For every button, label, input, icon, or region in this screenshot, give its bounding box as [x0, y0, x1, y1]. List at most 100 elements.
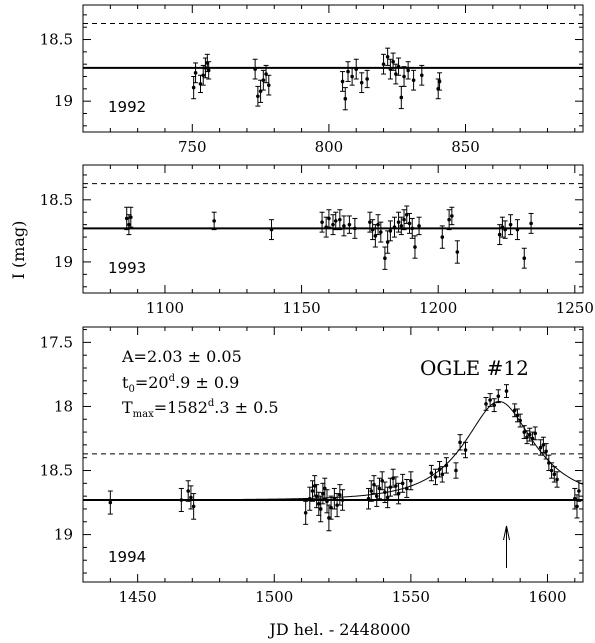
fit-tmax-main: T: [122, 398, 133, 417]
data-point: [261, 78, 266, 83]
data-point: [191, 504, 196, 509]
data-point: [544, 449, 548, 454]
fit-t0-sup: d: [169, 373, 176, 384]
data-point: [383, 490, 387, 495]
data-point: [314, 494, 319, 498]
data-point: [402, 217, 406, 222]
y-axis-title: I (mag): [9, 221, 28, 280]
data-point: [353, 226, 357, 231]
data-point: [324, 225, 328, 229]
data-point: [359, 80, 364, 85]
data-point: [527, 432, 532, 437]
data-point: [440, 235, 445, 239]
data-point: [189, 495, 193, 500]
fit-tmax-label: Tmax=1582d.3 ± 0.5: [122, 398, 279, 420]
data-point: [529, 221, 533, 226]
data-point: [307, 496, 312, 501]
year-label: 1992: [108, 98, 146, 116]
x-tick-label: 1600: [528, 588, 566, 606]
plot-frame: [82, 326, 584, 583]
fit-tmax-tail: .3 ± 0.5: [214, 398, 278, 417]
data-point: [396, 64, 401, 69]
x-axis-title: JD hel. - 2448000: [267, 620, 410, 639]
x-tick-label: 750: [178, 138, 207, 156]
fit-t0-eq: =20: [135, 373, 169, 392]
data-point: [406, 68, 410, 73]
data-point: [186, 489, 190, 493]
x-tick-label: 1100: [146, 299, 184, 317]
data-point: [575, 504, 579, 509]
data-point: [450, 214, 454, 218]
data-point: [331, 222, 335, 227]
data-point: [354, 67, 359, 71]
fit-tmax-sup: d: [208, 398, 215, 409]
data-point: [124, 216, 129, 221]
data-point: [484, 402, 488, 406]
data-point: [496, 394, 501, 398]
data-point: [399, 224, 404, 228]
data-point: [525, 435, 529, 440]
data-point: [388, 485, 393, 489]
data-point: [413, 245, 417, 249]
data-point: [129, 215, 133, 219]
data-point: [515, 227, 520, 232]
data-point: [419, 73, 424, 78]
data-point: [538, 445, 543, 450]
year-label: 1993: [108, 259, 146, 277]
fit-t0-label: t0=20d.9 ± 0.9: [122, 373, 239, 395]
data-point: [400, 481, 405, 486]
data-point: [368, 220, 372, 224]
x-tick-label: 1450: [119, 588, 157, 606]
data-point: [385, 54, 390, 59]
data-point: [549, 468, 554, 473]
data-point: [379, 230, 383, 234]
data-point: [440, 472, 445, 477]
data-point: [488, 398, 492, 402]
data-point: [179, 498, 184, 502]
data-point: [447, 217, 451, 222]
data-point: [547, 461, 551, 465]
data-point: [381, 62, 386, 66]
data-point: [342, 224, 346, 228]
year-label: 1994: [108, 548, 146, 566]
data-point: [191, 85, 196, 90]
fit-t0-main: t: [122, 373, 129, 392]
data-point: [340, 79, 345, 84]
panel-1992: 750 800 850 18.5 19 1992: [40, 4, 584, 156]
data-point: [437, 467, 442, 472]
data-point: [458, 440, 462, 445]
data-point: [404, 486, 409, 491]
data-point: [332, 496, 337, 501]
data-point: [522, 256, 527, 261]
y-tick-label: 19: [54, 92, 73, 110]
data-point: [327, 216, 331, 221]
data-point: [391, 59, 395, 64]
max-arrow-head: [503, 525, 510, 541]
data-point: [374, 494, 379, 498]
data-point: [370, 227, 375, 232]
x-tick-label: 1550: [392, 588, 430, 606]
data-point: [410, 226, 415, 231]
data-point: [253, 67, 257, 71]
data-point: [383, 256, 387, 261]
data-point: [318, 507, 323, 511]
data-point: [396, 220, 401, 224]
data-point: [346, 69, 350, 74]
data-point: [396, 491, 401, 496]
data-point: [533, 431, 537, 436]
data-point: [310, 489, 315, 493]
data-point: [269, 227, 274, 232]
data-point: [266, 83, 271, 87]
data-point: [407, 221, 412, 226]
plot-area: [83, 22, 583, 111]
y-tick-label: 18.5: [40, 191, 73, 209]
x-tick-label: 850: [451, 138, 480, 156]
data-point: [320, 220, 324, 224]
data-point: [552, 472, 557, 477]
data-point: [369, 489, 374, 493]
panel-1993: 1100 1150 1200 1250 18.5 19 1993: [40, 164, 594, 317]
data-point: [338, 217, 342, 222]
data-point: [127, 222, 131, 227]
data-point: [108, 500, 113, 505]
